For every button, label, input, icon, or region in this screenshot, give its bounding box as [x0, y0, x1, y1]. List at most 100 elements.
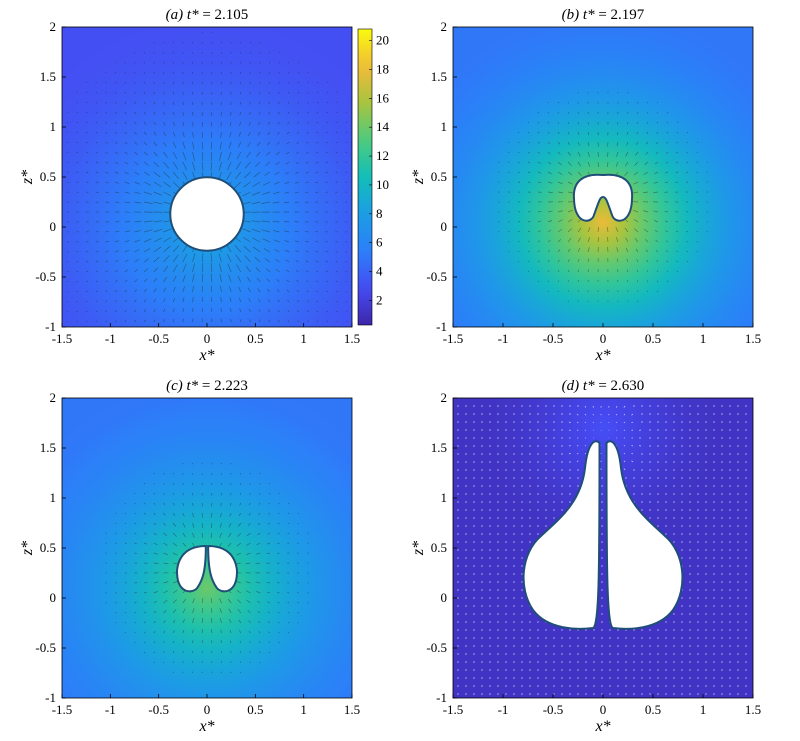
vector-arrow	[163, 599, 168, 604]
vector-arrow	[637, 290, 639, 293]
vector-arrow	[237, 141, 242, 148]
vector-arrow	[95, 161, 99, 164]
vector-arrow	[172, 589, 178, 594]
vector-arrow	[335, 151, 338, 154]
vector-arrow	[115, 250, 119, 253]
vector-arrow	[584, 421, 587, 424]
vector-arrow	[268, 482, 271, 485]
vector-arrow	[163, 236, 172, 243]
vector-arrow	[297, 512, 300, 514]
vector-arrow	[85, 290, 88, 293]
vector-arrow	[643, 191, 649, 194]
vector-arrow	[278, 81, 280, 84]
vector-arrow	[345, 290, 348, 293]
vector-arrow	[287, 522, 290, 525]
vector-arrow	[336, 320, 338, 323]
vector-arrow	[143, 161, 149, 166]
vector-arrow	[182, 263, 187, 273]
vector-arrow	[256, 542, 261, 546]
vector-arrow	[268, 91, 271, 95]
bubble-interface	[522, 440, 601, 630]
vector-arrow	[153, 121, 156, 126]
vector-arrow	[278, 91, 280, 94]
vector-arrow	[666, 260, 669, 263]
vector-arrow	[294, 230, 299, 233]
vector-arrow	[686, 151, 689, 154]
vector-arrow	[656, 141, 659, 144]
vector-arrow	[86, 161, 89, 164]
x-tick-label: -0.5	[148, 702, 169, 717]
vector-arrow	[686, 131, 689, 134]
vector-arrow	[114, 300, 118, 303]
vector-arrow	[153, 151, 158, 157]
vector-arrow	[267, 522, 271, 525]
y-tick-label: 0.5	[40, 540, 56, 555]
vector-arrow	[567, 111, 569, 114]
vector-arrow	[229, 502, 232, 506]
vector-arrow	[153, 631, 156, 634]
y-tick-label: 0	[50, 219, 57, 234]
vector-arrow	[666, 250, 669, 253]
vector-arrow	[85, 111, 88, 114]
vector-arrow	[134, 269, 139, 273]
vector-arrow	[587, 258, 590, 263]
vector-arrow	[547, 290, 549, 293]
vector-arrow	[163, 472, 165, 475]
vector-arrow	[163, 255, 170, 263]
vector-arrow	[256, 600, 261, 604]
vector-arrow	[134, 111, 137, 115]
vector-arrow	[675, 220, 679, 223]
vector-arrow	[210, 151, 213, 161]
vector-arrow	[246, 542, 251, 546]
vector-arrow	[696, 251, 699, 253]
vector-arrow	[248, 131, 251, 137]
vector-arrow	[537, 121, 540, 124]
vector-arrow	[287, 611, 290, 614]
vector-arrow	[220, 502, 222, 507]
vector-arrow	[134, 492, 136, 495]
vector-arrow	[153, 91, 156, 95]
vector-arrow	[557, 259, 560, 263]
vector-arrow	[326, 91, 329, 94]
vector-arrow	[237, 608, 242, 614]
vector-arrow	[220, 629, 222, 634]
vector-arrow	[664, 181, 669, 184]
vector-arrow	[686, 221, 689, 223]
vector-arrow	[95, 171, 99, 174]
vector-arrow	[316, 121, 319, 124]
vector-arrow	[153, 512, 156, 515]
vector-arrow	[645, 141, 649, 145]
vector-arrow	[307, 91, 309, 94]
vector-arrow	[297, 310, 300, 313]
vector-arrow	[182, 101, 184, 106]
vector-arrow	[251, 201, 261, 205]
y-tick-label: 1.5	[40, 69, 56, 84]
vector-arrow	[268, 492, 271, 495]
vector-arrow	[230, 650, 232, 654]
vector-arrow	[247, 522, 251, 526]
bubble	[176, 544, 238, 593]
vector-arrow	[153, 532, 157, 536]
vector-arrow	[248, 512, 251, 516]
vector-arrow	[277, 299, 280, 303]
vector-arrow	[124, 512, 127, 515]
vector-arrow	[633, 171, 639, 176]
vector-arrow	[182, 253, 188, 263]
vector-arrow	[143, 151, 148, 156]
vector-arrow	[268, 61, 271, 64]
vector-arrow	[666, 141, 669, 144]
vector-arrow	[335, 270, 338, 273]
vector-arrow	[507, 251, 510, 253]
vector-arrow	[163, 542, 168, 546]
vector-arrow	[654, 229, 659, 233]
vector-arrow	[182, 598, 187, 604]
vector-arrow	[246, 532, 251, 537]
vector-arrow	[230, 640, 232, 644]
vector-arrow	[172, 502, 175, 506]
vector-arrow	[134, 101, 136, 105]
vector-arrow	[210, 598, 213, 604]
vector-arrow	[267, 611, 271, 614]
vector-arrow	[153, 298, 157, 303]
vector-arrow	[95, 250, 99, 253]
vector-arrow	[134, 319, 137, 323]
